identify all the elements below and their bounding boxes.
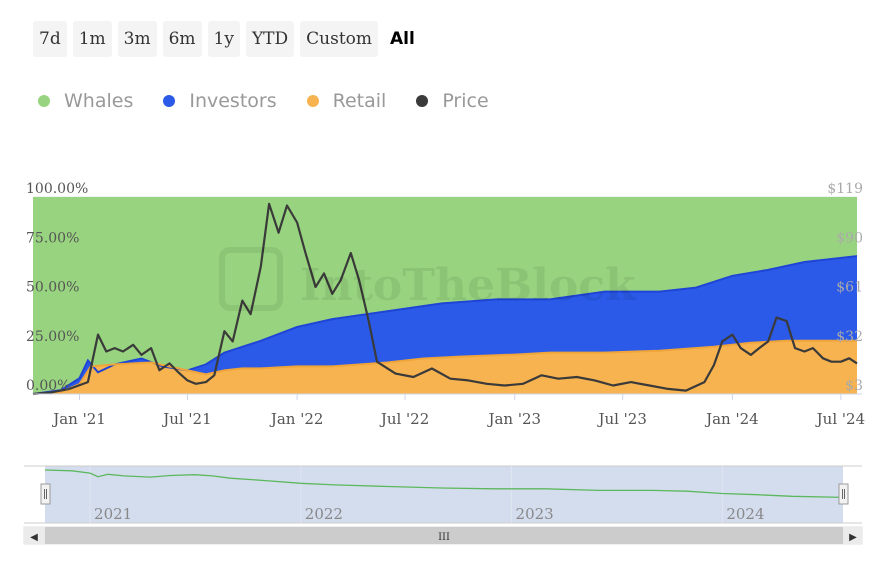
legend-item-whales[interactable]: Whales <box>38 90 133 112</box>
y-right-tick-label: $61 <box>836 280 863 296</box>
x-tick-label: Jul '21 <box>161 410 211 428</box>
legend-marker <box>416 95 429 107</box>
range-button-custom[interactable]: Custom <box>300 21 379 57</box>
legend-marker <box>306 95 319 107</box>
navigator-series-line <box>44 469 844 499</box>
y-right-tick-label: $3 <box>845 378 863 394</box>
legend-label: Retail <box>332 90 387 112</box>
legend-label: Whales <box>64 90 134 112</box>
legend-label: Price <box>442 90 489 112</box>
y-left-tick-label: 25.00% <box>26 329 79 345</box>
arrow-left-icon: ◀ <box>30 532 38 543</box>
x-tick-label: Jul '22 <box>379 410 429 428</box>
line-retail <box>32 339 857 395</box>
watermark-text: IntoTheBlock <box>300 260 637 311</box>
y-right-tick-label: $32 <box>836 329 863 345</box>
scrollbar-thumb[interactable] <box>45 527 843 544</box>
range-selector: 7d 1m 3m 6m 1y YTD Custom All <box>33 21 421 57</box>
x-tick-label: Jan '24 <box>704 410 759 428</box>
navigator-year-label: 2024 <box>726 505 764 523</box>
scroll-left-button[interactable] <box>24 527 45 544</box>
legend-item-retail[interactable]: Retail <box>306 90 387 112</box>
area-investors <box>33 256 857 394</box>
x-tick-label: Jul '23 <box>596 410 646 428</box>
range-button-1m[interactable]: 1m <box>72 21 112 57</box>
x-tick-label: Jan '21 <box>51 410 106 428</box>
y-left-tick-label: 50.00% <box>26 280 79 296</box>
area-whales <box>33 197 857 394</box>
legend-label: Investors <box>189 90 277 112</box>
x-tick-label: Jul '24 <box>815 410 865 428</box>
range-button-7d[interactable]: 7d <box>33 21 67 57</box>
y-right-tick-label: $119 <box>827 181 863 197</box>
line-price <box>32 202 858 396</box>
range-button-3m[interactable]: 3m <box>117 21 157 57</box>
x-tick-label: Jan '22 <box>269 410 324 428</box>
range-button-6m[interactable]: 6m <box>162 21 202 57</box>
navigator-background <box>24 466 862 523</box>
range-button-all[interactable]: All <box>390 29 415 49</box>
chart-legend: Whales Investors Retail Price <box>38 90 489 112</box>
legend-item-price[interactable]: Price <box>416 90 489 112</box>
arrow-right-icon: ▶ <box>849 532 857 543</box>
watermark-logo: IntoTheBlock <box>219 247 637 311</box>
navigator-handle-left[interactable] <box>40 483 51 505</box>
legend-item-investors[interactable]: Investors <box>163 90 277 112</box>
x-tick-label: Jan '23 <box>486 410 541 428</box>
range-button-ytd[interactable]: YTD <box>245 21 295 57</box>
scroll-right-button[interactable] <box>843 527 862 544</box>
legend-marker <box>38 95 50 107</box>
line-investors <box>32 255 858 395</box>
y-left-tick-label: 100.00% <box>26 181 88 197</box>
navigator-selection <box>45 466 843 523</box>
y-left-tick-label: 75.00% <box>26 230 79 246</box>
y-left-tick-label: 0.00% <box>26 378 70 394</box>
scrollbar-track <box>23 526 863 545</box>
y-right-tick-label: $90 <box>836 230 863 246</box>
navigator-year-label: 2021 <box>94 505 132 523</box>
range-button-1y[interactable]: 1y <box>207 21 240 57</box>
navigator-year-label: 2023 <box>516 505 554 523</box>
legend-marker <box>163 95 176 107</box>
area-retail <box>33 340 857 394</box>
navigator-year-label: 2022 <box>305 505 343 523</box>
navigator-handle-right[interactable] <box>838 483 849 505</box>
watermark-icon <box>219 247 283 311</box>
scrollbar-grip-icon: III <box>438 532 450 543</box>
